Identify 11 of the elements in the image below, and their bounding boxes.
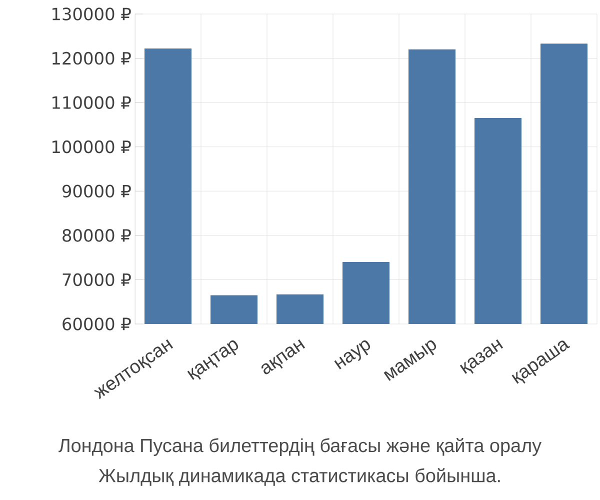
y-tick-label: 70000 ₽ — [62, 273, 131, 286]
y-tick-label: 80000 ₽ — [62, 229, 131, 242]
y-tick-label: 110000 ₽ — [52, 96, 131, 109]
text: Жылдық динамикада статистикасы бойынша. — [98, 468, 500, 486]
text: Лондона Пусана билеттердің бағасы және қайта оралу — [58, 438, 542, 456]
y-tick-label: 120000 ₽ — [52, 52, 131, 65]
y-tick-label: 100000 ₽ — [52, 140, 131, 154]
y-tick-label: 60000 ₽ — [62, 318, 131, 330]
y-tick-label: 90000 ₽ — [62, 184, 131, 198]
x-tick-label: наур — [334, 340, 370, 370]
y-tick-label: 130000 ₽ — [52, 8, 131, 20]
